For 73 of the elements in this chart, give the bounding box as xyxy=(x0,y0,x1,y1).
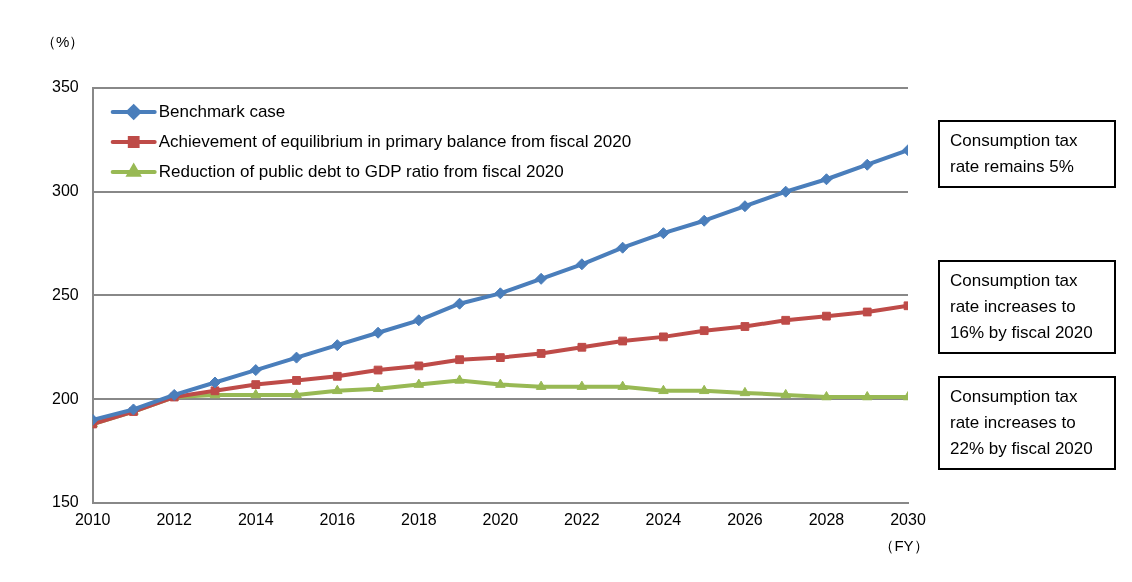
x-tick-label: 2022 xyxy=(564,510,600,528)
point xyxy=(372,382,384,392)
point xyxy=(455,355,464,365)
legend-label: Achievement of equilibrium in primary balance from fiscal 2020 xyxy=(158,131,632,151)
point xyxy=(373,365,383,375)
x-tick-label: 2014 xyxy=(237,510,274,528)
x-tick-label: 2012 xyxy=(156,510,193,528)
y-tick-label: 250 xyxy=(51,285,79,303)
x-tick-label: 2018 xyxy=(401,510,437,528)
text: Consumption tax rate increases to 16% by fiscal 2020 xyxy=(938,260,1116,354)
point xyxy=(822,311,831,321)
point xyxy=(535,272,548,285)
x-tick-label: 2030 xyxy=(890,510,926,528)
point xyxy=(617,380,628,390)
x-tick-label: 2010 xyxy=(74,510,111,528)
point xyxy=(820,173,833,186)
y-tick-label: 200 xyxy=(51,389,79,407)
legend-label: Benchmark case xyxy=(158,101,286,121)
point xyxy=(739,386,751,397)
point xyxy=(291,388,302,399)
y-tick-label: 150 xyxy=(51,493,79,511)
point xyxy=(412,314,425,327)
point xyxy=(861,391,873,401)
x-tick-label: 2024 xyxy=(645,510,682,528)
x-tick-label: 2016 xyxy=(319,510,356,528)
point xyxy=(453,297,466,310)
point xyxy=(616,241,629,254)
point xyxy=(781,315,791,325)
y-tick-label: 300 xyxy=(51,182,79,200)
point xyxy=(576,380,588,390)
point xyxy=(332,384,343,395)
point xyxy=(657,227,670,240)
point xyxy=(290,351,303,364)
point xyxy=(413,378,425,388)
text: Consumption tax rate increases to 22% by fiscal 2020 xyxy=(938,376,1116,470)
point xyxy=(698,384,710,395)
point xyxy=(698,214,711,227)
x-tick-label: 2020 xyxy=(482,510,519,528)
point xyxy=(575,258,588,271)
y-tick-label: 350 xyxy=(51,78,79,96)
point xyxy=(779,185,792,198)
point xyxy=(699,326,709,336)
point xyxy=(862,307,872,317)
x-axis-title: （FY） xyxy=(879,536,929,554)
point xyxy=(738,200,751,213)
point xyxy=(414,361,424,371)
point xyxy=(536,349,546,358)
point xyxy=(495,353,505,363)
point xyxy=(208,376,221,389)
legend-label: Reduction of public debt to GDP ratio from fiscal 2020 xyxy=(158,161,564,181)
text: Consumption tax rate remains 5% xyxy=(938,120,1116,188)
point xyxy=(494,287,507,300)
point xyxy=(251,380,261,389)
point xyxy=(292,376,301,385)
point xyxy=(331,339,344,352)
point xyxy=(861,158,874,171)
point xyxy=(495,378,506,388)
point xyxy=(535,380,547,390)
point xyxy=(618,336,628,346)
point xyxy=(577,342,587,352)
point xyxy=(780,388,791,399)
x-tick-label: 2028 xyxy=(808,510,845,528)
point xyxy=(821,391,832,401)
point xyxy=(372,326,385,339)
point xyxy=(740,322,750,331)
point xyxy=(250,388,262,399)
point xyxy=(332,371,342,381)
point xyxy=(249,364,262,377)
point xyxy=(659,332,668,342)
point xyxy=(454,374,465,384)
y-axis-title: （%） xyxy=(41,33,85,51)
x-tick-label: 2026 xyxy=(727,510,763,528)
point xyxy=(658,384,669,395)
